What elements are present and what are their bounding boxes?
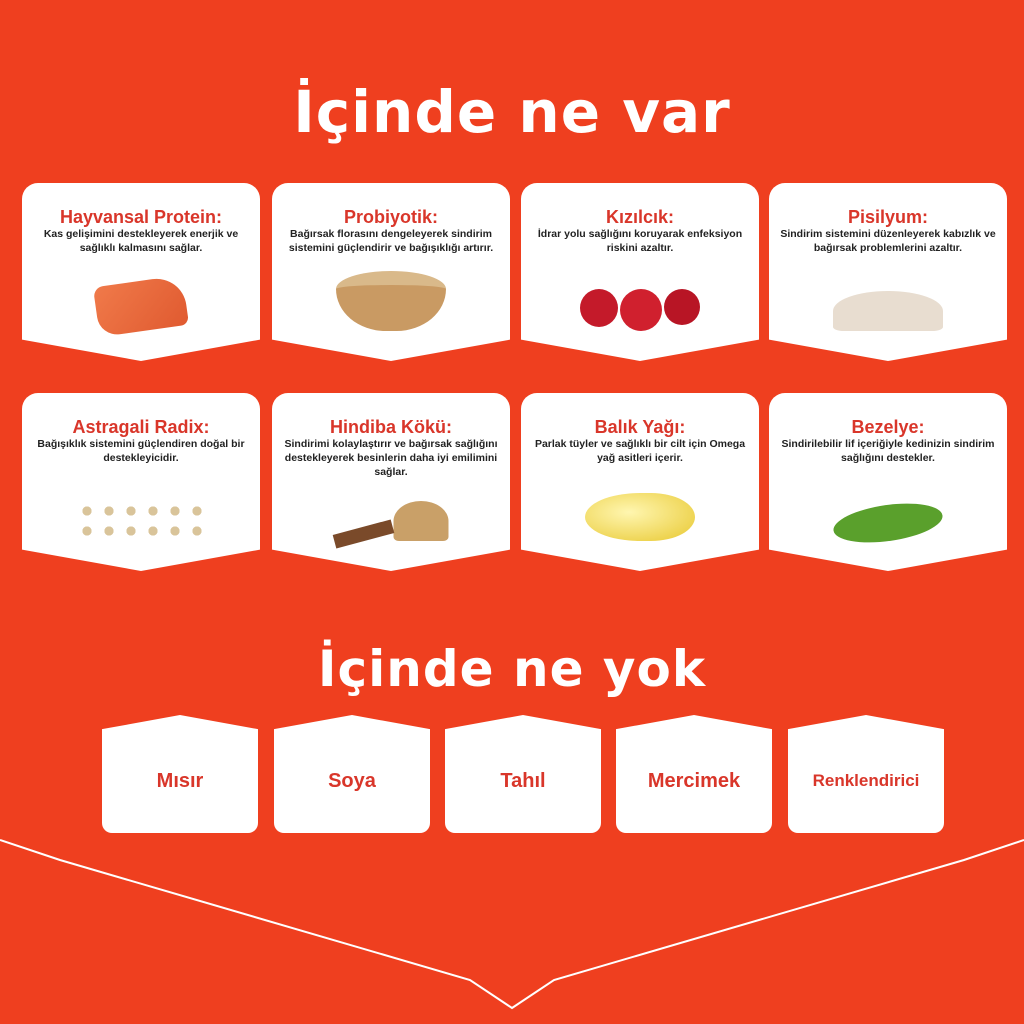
section-title-has: İçinde ne var bbox=[293, 78, 731, 146]
excluded-item: Mısır bbox=[102, 715, 258, 833]
powder-bowl-icon bbox=[336, 271, 446, 331]
peas-icon bbox=[831, 497, 945, 549]
ingredient-card: Pisilyum: Sindirim sistemini düzenleyere… bbox=[769, 183, 1007, 361]
ingredient-name: Hayvansal Protein: bbox=[59, 207, 223, 227]
excluded-item: Renklendirici bbox=[788, 715, 944, 833]
ingredient-description: Sindirimi kolaylaştırır ve bağırsak sağl… bbox=[284, 438, 498, 478]
ingredient-card: Balık Yağı: Parlak tüyler ve sağlıklı bi… bbox=[521, 393, 759, 571]
psyllium-icon bbox=[833, 291, 943, 331]
ingredient-card: Hayvansal Protein: Kas gelişimini destek… bbox=[22, 183, 260, 361]
ingredient-description: Sindirilebilir lif içeriğiyle kedinizin … bbox=[781, 438, 995, 464]
ingredient-description: Bağırsak florasını dengeleyerek sindirim… bbox=[288, 228, 494, 254]
chicory-root-icon bbox=[332, 501, 449, 549]
cranberry-icon bbox=[580, 289, 700, 331]
ingredient-description: Kas gelişimini destekleyerek enerjik ve … bbox=[43, 228, 239, 254]
excluded-item: Soya bbox=[274, 715, 430, 833]
ingredient-description: Parlak tüyler ve sağlıklı bir cilt için … bbox=[534, 438, 746, 464]
ingredient-name: Astragali Radix: bbox=[72, 417, 210, 437]
section-title-hasnt: İçinde ne yok bbox=[317, 640, 707, 698]
ingredient-name: Bezelye: bbox=[851, 417, 925, 437]
bottom-chevron-decoration bbox=[0, 839, 1024, 1010]
excluded-item: Tahıl bbox=[445, 715, 601, 833]
ingredient-card: Bezelye: Sindirilebilir lif içeriğiyle k… bbox=[769, 393, 1007, 571]
ingredient-name: Probiyotik: bbox=[343, 207, 438, 227]
ingredient-name: Kızılcık: bbox=[605, 207, 675, 227]
ingredient-card: Kızılcık: İdrar yolu sağlığını koruyarak… bbox=[521, 183, 759, 361]
salmon-icon bbox=[92, 274, 190, 338]
ingredient-name: Balık Yağı: bbox=[594, 417, 686, 437]
ingredient-name: Hindiba Kökü: bbox=[330, 417, 452, 437]
ingredient-name: Pisilyum: bbox=[847, 207, 929, 227]
ingredient-card: Astragali Radix: Bağışıklık sistemini gü… bbox=[22, 393, 260, 571]
excluded-item: Mercimek bbox=[616, 715, 772, 833]
ingredient-description: Bağışıklık sistemini güçlendiren doğal b… bbox=[37, 438, 245, 464]
root-slices-icon bbox=[76, 501, 206, 541]
ingredient-description: Sindirim sistemini düzenleyerek kabızlık… bbox=[780, 228, 996, 254]
ingredient-description: İdrar yolu sağlığını koruyarak enfeksiyo… bbox=[537, 228, 743, 254]
ingredient-card: Probiyotik: Bağırsak florasını dengeleye… bbox=[272, 183, 510, 361]
ingredient-card: Hindiba Kökü: Sindirimi kolaylaştırır ve… bbox=[272, 393, 510, 571]
fish-oil-capsule-icon bbox=[585, 493, 695, 541]
